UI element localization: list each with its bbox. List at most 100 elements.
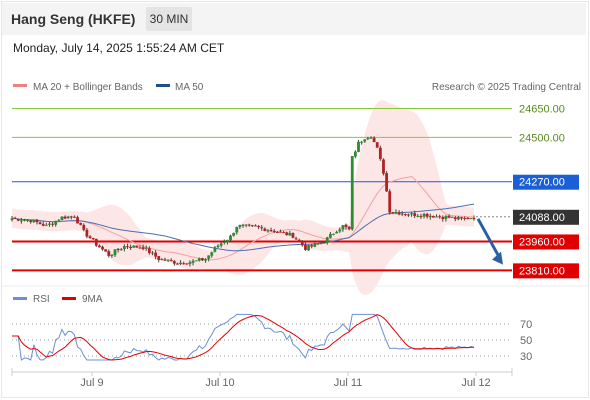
candle-body (157, 256, 161, 260)
candle-body (300, 241, 304, 246)
candle-body (350, 156, 354, 230)
legend-swatch-rsi (13, 297, 27, 300)
candle-body (285, 232, 289, 236)
price-tag-24088.00: 24088.00 (519, 212, 565, 224)
candle-body (38, 222, 42, 225)
price-tag-24270.00: 24270.00 (519, 177, 565, 189)
x-tick-label-3: Jul 12 (461, 377, 490, 389)
candle-body (88, 236, 92, 239)
candle-body (235, 227, 239, 233)
candle-body (151, 252, 154, 254)
candle-body (263, 228, 267, 231)
candle-body (138, 247, 142, 249)
candle-body (188, 262, 192, 264)
candle-body (322, 242, 326, 244)
x-tick-label-2: Jul 11 (334, 377, 363, 389)
candle-body (419, 216, 423, 218)
candle-body (135, 245, 139, 248)
candle-body (313, 243, 317, 247)
candle-body (410, 213, 413, 215)
rsi-level-label-50: 50 (520, 335, 532, 347)
price-tag-bg (513, 263, 579, 279)
price-tag-24500.00: 24500.00 (519, 132, 565, 144)
candle-body (360, 141, 364, 143)
candle-body (257, 225, 261, 228)
legend-label-ma50: MA 50 (175, 82, 204, 93)
candle-body (332, 233, 335, 235)
candle-body (119, 249, 123, 251)
candle-body (41, 224, 45, 226)
candle-body (366, 138, 370, 140)
candle-body (60, 216, 64, 221)
candle-body (291, 233, 295, 238)
candle-body (382, 159, 385, 174)
candle-body (179, 262, 182, 265)
candle-body (338, 229, 342, 232)
candle-body (66, 216, 70, 219)
candle-body (141, 247, 145, 250)
candle-body (341, 225, 345, 230)
candle-body (460, 217, 463, 219)
candle-body (469, 218, 473, 220)
candle-body (441, 216, 445, 219)
interval-button[interactable]: 30 MIN (146, 7, 192, 31)
candle-body (310, 245, 314, 247)
candle-body (232, 232, 236, 236)
candle-body (279, 231, 282, 233)
candle-body (463, 217, 467, 219)
candle-body (225, 239, 229, 243)
candle-body (347, 226, 351, 230)
candle-body (91, 237, 95, 240)
candle-body (416, 215, 420, 217)
candle-body (329, 233, 332, 238)
rsi-ma-line (12, 314, 475, 361)
candle-body (450, 216, 454, 218)
candle-body (353, 151, 357, 157)
candle-body (44, 224, 48, 226)
candle-body (394, 211, 398, 213)
candle-body (73, 216, 76, 218)
candle-body (85, 229, 89, 237)
candle-body (407, 214, 410, 216)
candle-body (272, 230, 276, 233)
candle-body (76, 217, 79, 224)
candle-body (110, 254, 114, 256)
candle-body (219, 243, 223, 246)
candle-body (32, 219, 36, 222)
ma20-line (12, 175, 475, 261)
candle-body (444, 216, 448, 219)
candle-body (397, 212, 401, 215)
candle-body (428, 215, 432, 218)
candle-body (116, 248, 120, 250)
candle-body (391, 212, 395, 214)
candle-body (269, 230, 273, 232)
candle-body (466, 217, 470, 220)
candle-body (204, 259, 207, 261)
legend-label-rsi: RSI (33, 294, 50, 305)
chart-datetime: Monday, July 14, 2025 1:55:24 AM CET (13, 41, 225, 55)
candle-body (400, 213, 404, 215)
price-tag-bg (513, 234, 579, 250)
candle-body (472, 218, 476, 220)
candle-body (260, 227, 264, 229)
candle-body (19, 220, 23, 222)
candle-body (101, 246, 104, 250)
candle-body (216, 245, 220, 248)
instrument-title: Hang Seng (HKFE) (11, 11, 136, 27)
x-tick-label-0: Jul 9 (80, 377, 103, 389)
chart-header: Hang Seng (HKFE) 30 MIN (2, 3, 586, 35)
candle-body (403, 214, 407, 216)
candle-body (201, 258, 204, 261)
candle-body (438, 216, 442, 218)
candle-body (144, 247, 148, 249)
legend-swatch-9ma (62, 297, 76, 300)
candle-body (29, 220, 33, 223)
candle-body (107, 251, 111, 256)
candle-body (79, 223, 83, 225)
legend-label-ma20: MA 20 + Bollinger Bands (33, 82, 143, 93)
candle-body (456, 216, 460, 220)
candle-body (294, 238, 298, 240)
candle-body (288, 232, 292, 236)
